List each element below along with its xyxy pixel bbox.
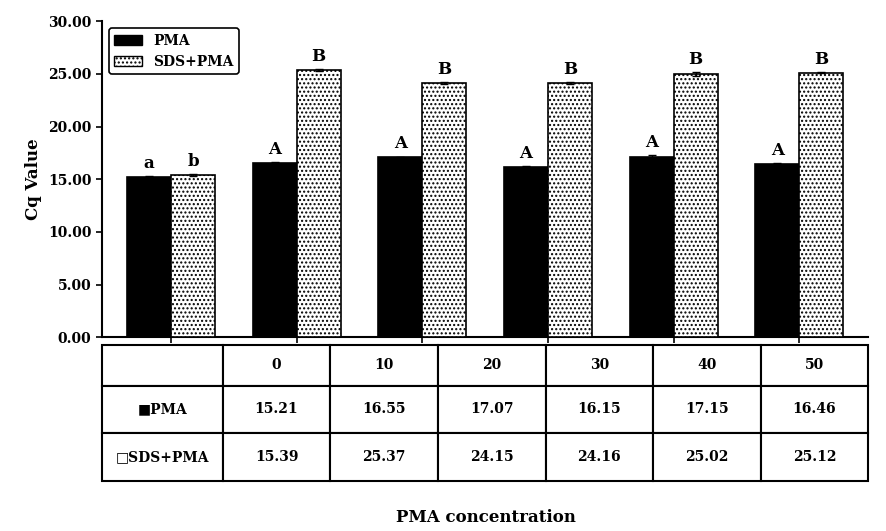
Bar xyxy=(297,70,340,337)
Bar xyxy=(253,163,297,337)
Text: 40: 40 xyxy=(697,358,717,372)
Text: 25.12: 25.12 xyxy=(793,450,836,464)
Text: □SDS+PMA: □SDS+PMA xyxy=(115,450,209,464)
Text: B: B xyxy=(312,47,326,65)
Text: 30: 30 xyxy=(590,358,609,372)
Y-axis label: Cq Value: Cq Value xyxy=(26,139,43,220)
Text: A: A xyxy=(268,141,281,158)
Bar xyxy=(330,345,438,386)
Bar xyxy=(127,177,171,337)
Bar xyxy=(102,433,222,481)
Text: 50: 50 xyxy=(804,358,824,372)
Text: 17.15: 17.15 xyxy=(685,402,728,416)
Text: a: a xyxy=(144,155,154,172)
Text: 10: 10 xyxy=(375,358,393,372)
Text: 24.16: 24.16 xyxy=(578,450,621,464)
Text: B: B xyxy=(814,50,828,67)
Text: PMA concentration: PMA concentration xyxy=(395,509,576,526)
Bar xyxy=(653,433,761,481)
Bar xyxy=(546,386,653,433)
Bar xyxy=(761,345,868,386)
Bar xyxy=(546,345,653,386)
Text: 15.21: 15.21 xyxy=(254,402,299,416)
Bar xyxy=(653,345,761,386)
Text: A: A xyxy=(393,135,407,152)
Text: B: B xyxy=(688,50,703,67)
Text: A: A xyxy=(645,134,658,151)
Bar xyxy=(761,433,868,481)
Text: B: B xyxy=(437,61,451,78)
Bar xyxy=(755,164,799,337)
Bar xyxy=(102,345,222,386)
Legend: PMA, SDS+PMA: PMA, SDS+PMA xyxy=(109,28,239,74)
Text: 16.46: 16.46 xyxy=(793,402,836,416)
Text: 25.02: 25.02 xyxy=(685,450,728,464)
Bar xyxy=(330,386,438,433)
Bar xyxy=(546,433,653,481)
Text: 15.39: 15.39 xyxy=(255,450,299,464)
Text: 0: 0 xyxy=(272,358,282,372)
Text: 17.07: 17.07 xyxy=(470,402,514,416)
Bar xyxy=(423,83,466,337)
Bar xyxy=(438,433,546,481)
Bar xyxy=(673,74,718,337)
Bar xyxy=(653,386,761,433)
Text: 16.15: 16.15 xyxy=(578,402,621,416)
Bar xyxy=(102,386,222,433)
Bar xyxy=(222,386,330,433)
Bar xyxy=(222,433,330,481)
Bar xyxy=(438,345,546,386)
Bar xyxy=(222,345,330,386)
Text: 16.55: 16.55 xyxy=(362,402,406,416)
Text: b: b xyxy=(187,153,198,170)
Text: 24.15: 24.15 xyxy=(470,450,514,464)
Text: B: B xyxy=(563,61,577,78)
Text: A: A xyxy=(771,142,784,159)
Text: A: A xyxy=(519,145,532,162)
Bar xyxy=(438,386,546,433)
Bar xyxy=(378,157,423,337)
Bar xyxy=(548,83,592,337)
Bar xyxy=(630,157,673,337)
Text: ■PMA: ■PMA xyxy=(137,402,187,416)
Bar xyxy=(171,175,215,337)
Bar xyxy=(761,386,868,433)
Bar xyxy=(799,73,843,337)
Text: 20: 20 xyxy=(482,358,501,372)
Text: 25.37: 25.37 xyxy=(362,450,406,464)
Bar xyxy=(330,433,438,481)
Bar xyxy=(504,167,548,337)
